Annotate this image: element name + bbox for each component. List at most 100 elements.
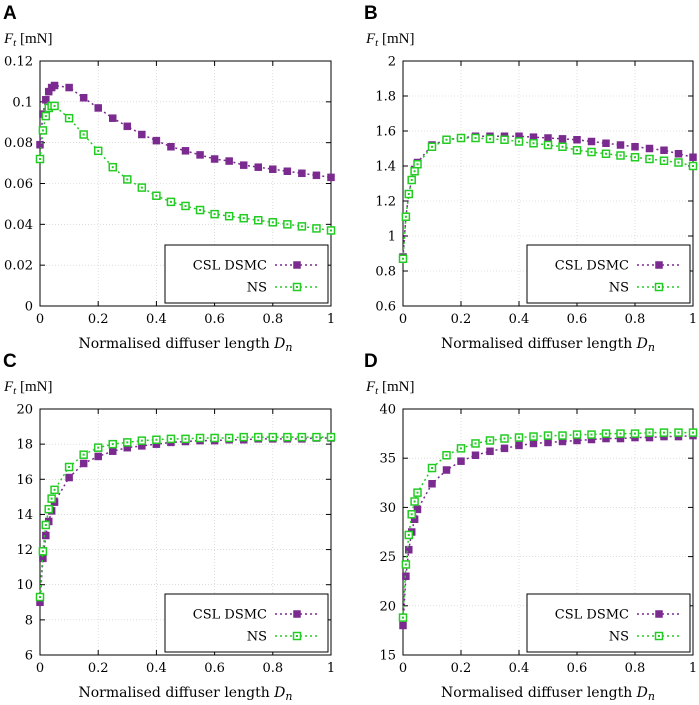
data-point — [41, 111, 51, 121]
data-point — [94, 104, 102, 112]
data-point — [601, 149, 611, 158]
data-point — [456, 133, 466, 143]
y-axis-label: Ft [mN] — [3, 31, 52, 49]
data-point — [283, 167, 292, 175]
data-point — [401, 212, 411, 221]
series-csl-dsmc — [36, 434, 335, 607]
data-point — [224, 211, 234, 221]
x-tick-label: 0.4 — [509, 661, 530, 676]
data-point — [500, 135, 509, 144]
y-tick-label: 0.8 — [375, 265, 396, 280]
legend-box — [164, 593, 329, 653]
data-point — [297, 222, 307, 231]
data-point — [327, 173, 335, 182]
data-point — [50, 485, 59, 495]
data-point — [326, 432, 336, 442]
data-point — [166, 197, 176, 207]
x-tick-label: 0.8 — [262, 312, 283, 327]
data-point — [405, 545, 413, 554]
data-point — [398, 254, 408, 263]
data-point — [404, 189, 414, 199]
legend-label: CSL DSMC — [193, 259, 267, 274]
data-point — [79, 459, 88, 468]
series-csl-dsmc — [399, 132, 697, 261]
data-point — [283, 220, 292, 229]
plot-frame — [39, 60, 332, 307]
panel-letter: C — [3, 351, 17, 372]
data-point — [50, 101, 59, 111]
legend-box — [526, 593, 691, 653]
data-point — [471, 451, 480, 459]
data-point — [399, 621, 407, 630]
y-tick-label: 16 — [16, 473, 33, 488]
legend-box — [526, 244, 691, 304]
data-point — [79, 450, 88, 459]
x-tick-label: 0.4 — [509, 312, 530, 327]
data-point — [587, 137, 596, 146]
x-tick-label: 0.2 — [88, 661, 109, 676]
y-tick-label: 10 — [16, 578, 33, 593]
data-point — [195, 433, 205, 443]
data-point — [630, 429, 640, 438]
data-point — [572, 430, 582, 439]
data-point — [645, 154, 654, 164]
data-point — [572, 146, 582, 155]
series-ns — [35, 101, 336, 235]
data-point — [529, 139, 538, 148]
data-point — [660, 146, 668, 154]
data-point — [558, 135, 567, 143]
data-point — [210, 433, 219, 443]
data-point — [195, 205, 205, 215]
data-point — [181, 434, 190, 444]
data-point — [283, 432, 292, 442]
data-point — [442, 135, 451, 144]
data-point — [456, 444, 466, 453]
data-point — [181, 201, 190, 211]
data-point — [442, 466, 451, 474]
x-axis-label: Normalised diffuser length Dn — [78, 685, 292, 703]
data-point — [137, 436, 147, 445]
y-tick-label: 8 — [25, 613, 33, 628]
data-point — [225, 157, 233, 165]
x-axis-label: Normalised diffuser length Dn — [441, 685, 655, 703]
data-point — [167, 143, 175, 151]
legend-marker — [293, 610, 301, 618]
legend-box — [164, 244, 329, 304]
y-tick-label: 0 — [25, 300, 33, 315]
series-ns — [35, 432, 336, 602]
x-tick-label: 1 — [327, 661, 335, 676]
y-axis-label: Ft [mN] — [3, 379, 52, 397]
data-point — [210, 155, 219, 163]
data-point — [602, 139, 610, 147]
data-point — [486, 447, 494, 456]
legend-label: NS — [609, 630, 629, 645]
data-point — [44, 504, 53, 514]
data-point — [410, 497, 419, 506]
data-point — [79, 130, 88, 139]
data-point — [543, 140, 553, 150]
y-tick-label: 18 — [16, 438, 33, 453]
data-point — [152, 136, 161, 145]
data-point — [93, 146, 103, 156]
x-tick-label: 0.6 — [567, 661, 588, 676]
data-point — [587, 430, 596, 439]
data-point — [401, 560, 411, 569]
x-tick-label: 0.4 — [146, 661, 167, 676]
data-point — [515, 441, 523, 450]
data-point — [587, 147, 596, 157]
chart-panel-b: B Ft [mN] 0 0.2 0.4 0.6 0.8 1 0.6 0.8 1 1.2 1.4 1.6 1.… — [364, 3, 698, 354]
x-tick-label: 1 — [689, 661, 697, 676]
x-tick-label: 1 — [327, 312, 335, 327]
data-point — [659, 428, 669, 437]
x-tick-label: 0.6 — [204, 661, 225, 676]
x-tick-label: 0.6 — [204, 312, 225, 327]
data-point — [312, 432, 321, 442]
data-point — [254, 216, 263, 225]
legend-marker — [654, 282, 664, 292]
legend-marker — [655, 610, 663, 618]
legend-label: NS — [247, 281, 267, 296]
series-csl-dsmc — [36, 81, 335, 182]
data-point — [674, 158, 683, 167]
data-point — [645, 144, 654, 153]
y-axis-label: Ft [mN] — [365, 31, 414, 49]
